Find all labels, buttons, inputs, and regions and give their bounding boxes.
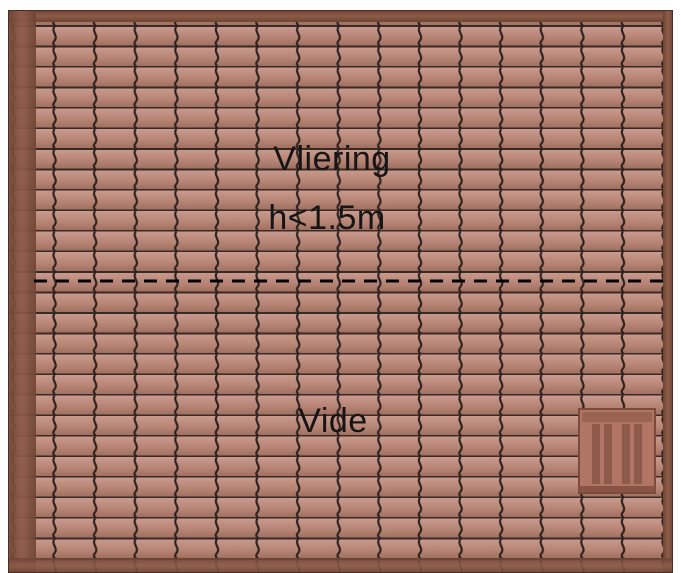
roof-edge-top [8, 10, 673, 22]
roof-edge-bottom [8, 558, 673, 573]
vliering-label: Vliering [273, 140, 391, 178]
roof-window-icon [578, 408, 656, 494]
roof-edge-right [663, 10, 673, 573]
vliering-height-label: h<1.5m [268, 199, 386, 237]
vide-label: Vide [298, 402, 368, 440]
roof-tiles [10, 14, 671, 573]
roof-edge-left [8, 10, 36, 573]
